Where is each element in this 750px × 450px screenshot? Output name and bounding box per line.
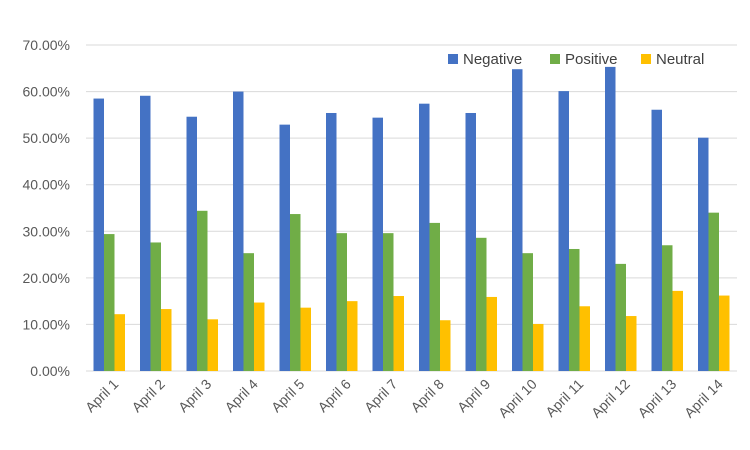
- bar-neutral-7: [393, 296, 404, 371]
- legend-swatch-positive: [550, 54, 560, 64]
- legend: Negative Positive Neutral: [448, 51, 704, 68]
- bar-negative-11: [558, 91, 569, 371]
- legend-swatch-neutral: [641, 54, 651, 64]
- bar-positive-6: [336, 233, 347, 371]
- bar-neutral-5: [300, 307, 311, 371]
- bar-negative-1: [93, 98, 104, 372]
- bar-neutral-13: [672, 290, 683, 371]
- x-axis-tick-labels: April 1 April 2 April 3 April 4 April 5 April…: [82, 376, 726, 421]
- bar-neutral-14: [719, 295, 730, 371]
- bar-neutral-9: [486, 296, 497, 371]
- legend-label-negative: Negative: [463, 51, 522, 68]
- bar-neutral-8: [440, 320, 451, 371]
- bar-neutral-2: [161, 309, 172, 371]
- bar-negative-8: [419, 103, 430, 372]
- x-tick-label: April 12: [588, 376, 633, 421]
- bar-neutral-12: [626, 316, 637, 371]
- legend-label-neutral: Neutral: [656, 51, 704, 68]
- bar-negative-9: [465, 112, 476, 371]
- gridlines: [86, 44, 737, 372]
- bar-negative-12: [605, 66, 616, 371]
- bar-negative-6: [326, 112, 337, 371]
- x-tick-label: April 11: [542, 376, 586, 420]
- x-tick-label: April 13: [634, 376, 679, 421]
- bar-negative-14: [698, 137, 709, 371]
- x-tick-label: April 7: [361, 376, 401, 416]
- y-tick-label: 50.00%: [23, 130, 70, 146]
- bar-positive-10: [522, 253, 533, 371]
- bar-negative-13: [651, 109, 662, 371]
- bar-negative-3: [186, 116, 197, 371]
- y-axis-tick-labels: 0.00% 10.00% 20.00% 30.00% 40.00% 50.00% 60.00…: [23, 37, 70, 379]
- bar-negative-2: [140, 95, 151, 372]
- x-tick-label: April 8: [407, 376, 447, 416]
- y-tick-label: 10.00%: [23, 316, 70, 332]
- x-tick-label: April 3: [175, 376, 215, 416]
- bars: [93, 66, 730, 372]
- x-tick-label: April 2: [128, 376, 168, 416]
- bar-positive-4: [243, 253, 254, 371]
- x-tick-label: April 1: [82, 376, 122, 416]
- bar-positive-14: [708, 212, 719, 371]
- y-tick-label: 0.00%: [30, 363, 70, 379]
- x-tick-label: April 14: [681, 376, 726, 421]
- y-tick-label: 60.00%: [23, 84, 70, 100]
- bar-positive-8: [429, 222, 440, 371]
- bar-negative-5: [279, 124, 290, 371]
- bar-positive-9: [476, 237, 487, 371]
- bar-negative-10: [512, 69, 523, 372]
- x-tick-label: April 10: [495, 376, 540, 421]
- bar-negative-7: [372, 117, 383, 371]
- bar-neutral-1: [114, 314, 125, 371]
- x-tick-label: April 9: [454, 376, 494, 416]
- bar-positive-12: [615, 263, 626, 371]
- bar-positive-13: [662, 245, 673, 371]
- y-tick-label: 40.00%: [23, 177, 70, 193]
- bar-positive-11: [569, 248, 580, 371]
- bar-positive-7: [383, 233, 394, 371]
- bar-positive-5: [290, 214, 301, 371]
- legend-swatch-negative: [448, 54, 458, 64]
- bar-neutral-4: [254, 302, 265, 371]
- legend-label-positive: Positive: [565, 51, 618, 68]
- y-tick-label: 30.00%: [23, 223, 70, 239]
- y-tick-label: 20.00%: [23, 270, 70, 286]
- bar-neutral-11: [579, 306, 590, 371]
- bar-positive-2: [150, 242, 161, 371]
- x-tick-label: April 6: [314, 376, 354, 416]
- bar-neutral-10: [533, 323, 544, 371]
- bar-positive-3: [197, 210, 208, 371]
- bar-negative-4: [233, 91, 244, 372]
- bar-positive-1: [104, 234, 115, 371]
- x-tick-label: April 5: [268, 376, 308, 416]
- y-tick-label: 70.00%: [23, 37, 70, 53]
- x-tick-label: April 4: [221, 376, 261, 416]
- bar-neutral-3: [207, 319, 218, 371]
- bar-neutral-6: [347, 301, 358, 371]
